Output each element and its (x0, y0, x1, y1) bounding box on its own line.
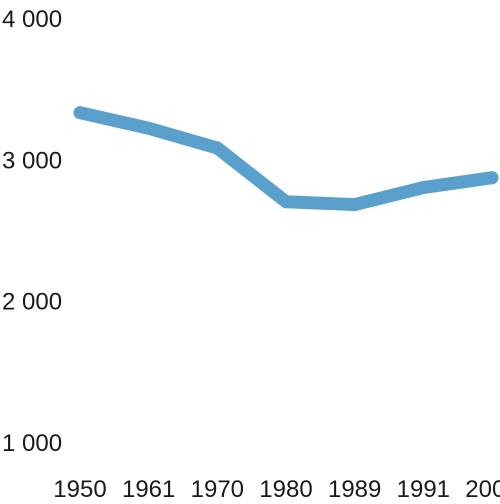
x-tick-label: 1961 (122, 476, 175, 503)
x-tick-label: 1950 (53, 476, 106, 503)
data-point (485, 171, 499, 185)
x-axis-tick-labels: 1950 1961 1970 1980 1989 1991 2004 (53, 476, 500, 503)
data-point (210, 141, 224, 155)
y-tick-label: 1 000 (2, 430, 62, 457)
y-axis-tick-labels: 1 000 2 000 3 000 4 000 (2, 6, 62, 457)
x-tick-label: 1989 (328, 476, 381, 503)
y-tick-label: 4 000 (2, 6, 62, 33)
series-line (73, 106, 499, 212)
y-tick-label: 2 000 (2, 289, 62, 316)
y-tick-label: 3 000 (2, 147, 62, 174)
data-point (142, 121, 156, 135)
data-point (73, 106, 87, 120)
x-tick-label: 2004 (465, 476, 500, 503)
series-group (73, 106, 499, 212)
data-point (348, 198, 362, 212)
x-tick-label: 1991 (397, 476, 450, 503)
data-point (416, 181, 430, 195)
x-tick-label: 1980 (259, 476, 312, 503)
x-tick-label: 1970 (191, 476, 244, 503)
data-point (279, 195, 293, 209)
